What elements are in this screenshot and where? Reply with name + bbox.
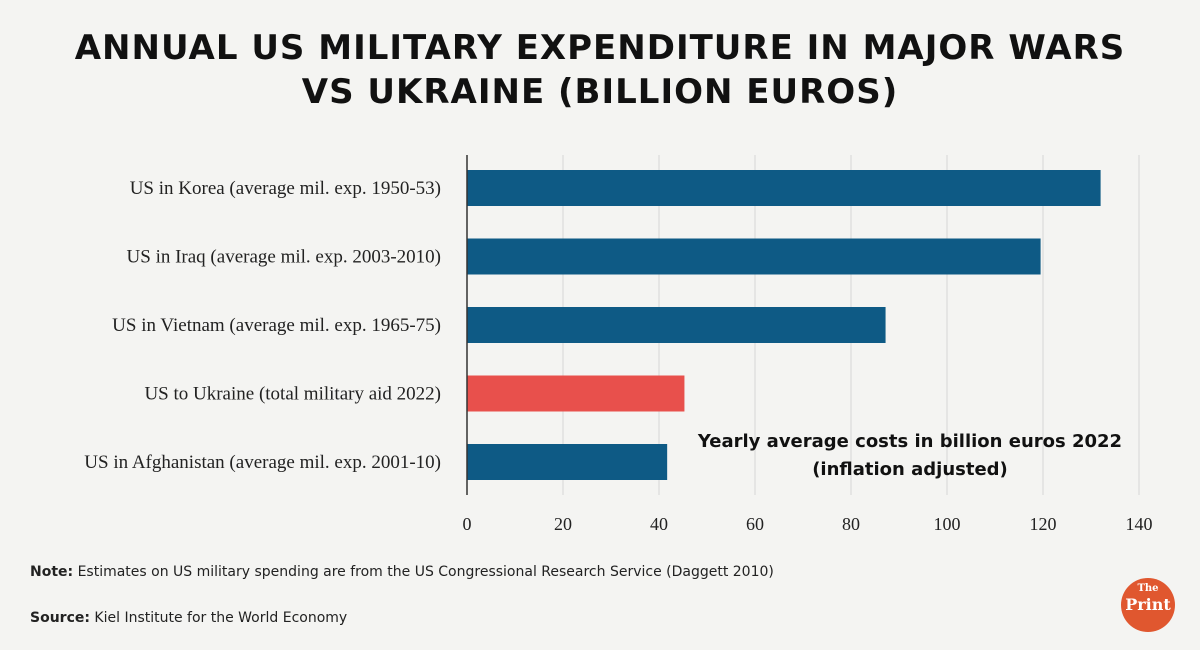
- bar-4: [467, 444, 668, 480]
- bar-3: [467, 375, 685, 412]
- logo-the: The: [1137, 583, 1159, 594]
- x-tick-label-3: 60: [746, 514, 764, 534]
- bar-chart: US in Korea (average mil. exp. 1950-53) U…: [84, 155, 1153, 534]
- bar-2: [467, 307, 886, 343]
- chart-title-line-2: VS UKRAINE (BILLION EUROS): [301, 72, 899, 112]
- source-text: Source: Kiel Institute for the World Eco…: [30, 610, 347, 626]
- x-tick-label-5: 100: [934, 514, 961, 534]
- chart-annotation: Yearly average costs in billion euros 20…: [660, 428, 1160, 484]
- note-text: Note: Estimates on US military spending …: [30, 564, 774, 580]
- x-tick-label-1: 20: [554, 514, 572, 534]
- annotation-line-1: Yearly average costs in billion euros 20…: [697, 431, 1123, 452]
- annotation-line-2: (inflation adjusted): [812, 459, 1008, 480]
- source-label: Source:: [30, 610, 90, 626]
- chart-title: ANNUAL US MILITARY EXPENDITURE IN MAJOR …: [0, 26, 1200, 114]
- source-body: Kiel Institute for the World Economy: [89, 610, 348, 626]
- chart-title-line-1: ANNUAL US MILITARY EXPENDITURE IN MAJOR …: [74, 28, 1126, 68]
- x-tick-label-7: 140: [1126, 514, 1153, 534]
- category-label-0: US in Korea (average mil. exp. 1950-53): [130, 178, 441, 199]
- bar-0: [467, 170, 1101, 206]
- theprint-logo: The Print: [1121, 578, 1175, 632]
- note-body: Estimates on US military spending are fr…: [73, 564, 774, 580]
- note-label: Note:: [30, 564, 74, 580]
- x-tick-label-6: 120: [1030, 514, 1057, 534]
- x-tick-label-4: 80: [842, 514, 860, 534]
- x-tick-label-0: 0: [463, 514, 472, 534]
- bar-1: [467, 238, 1041, 275]
- x-tick-label-2: 40: [650, 514, 668, 534]
- logo-print: Print: [1125, 595, 1171, 614]
- category-label-2: US in Vietnam (average mil. exp. 1965-75…: [112, 315, 441, 336]
- category-label-3: US to Ukraine (total military aid 2022): [144, 384, 441, 405]
- category-label-1: US in Iraq (average mil. exp. 2003-2010): [127, 247, 441, 268]
- category-label-4: US in Afghanistan (average mil. exp. 200…: [84, 452, 441, 473]
